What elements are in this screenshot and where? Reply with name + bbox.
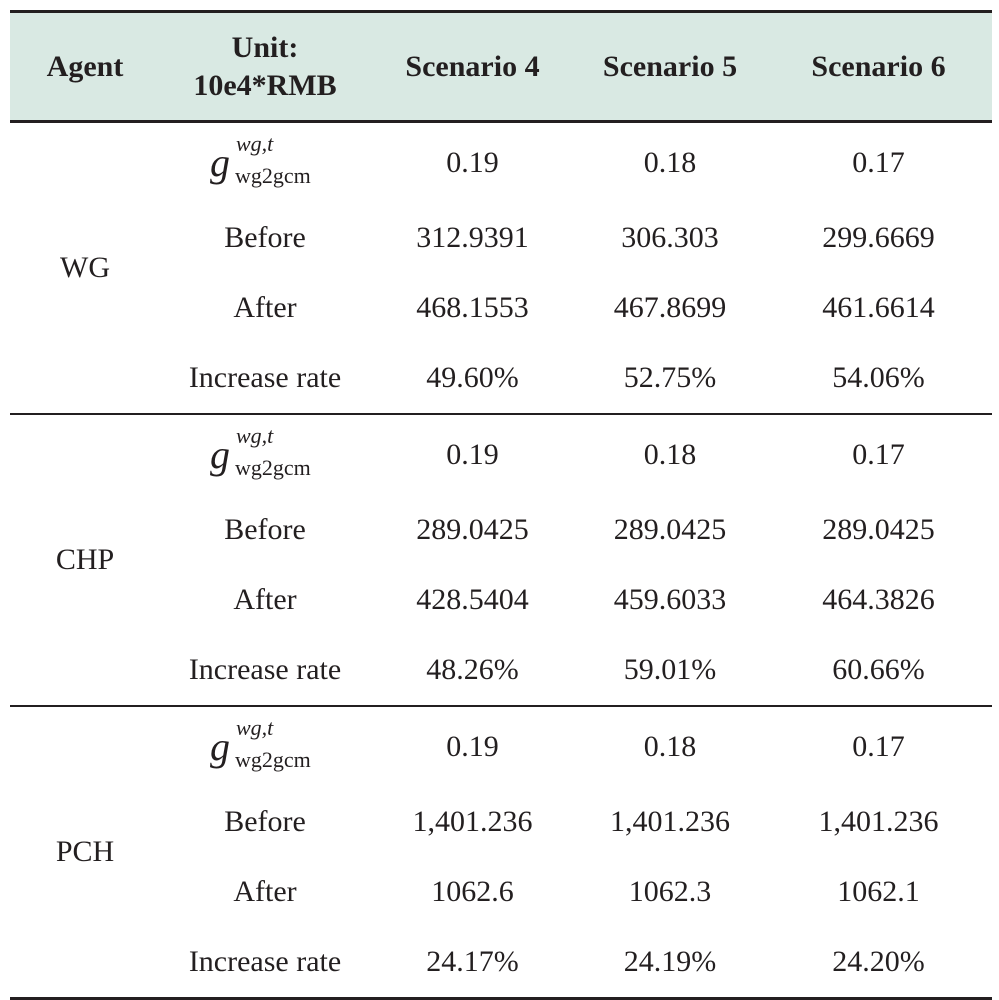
- header-scenario-5: Scenario 5: [602, 49, 738, 83]
- table-row: Before 312.9391 306.303 299.6669: [160, 203, 992, 273]
- cell-scenario-6: 0.17: [852, 146, 905, 179]
- row-label: Before: [224, 221, 306, 254]
- symbol-g-wg2gcm: g wg,t wg2gcm: [210, 131, 311, 188]
- cell-scenario-4: 1,401.236: [412, 805, 533, 838]
- cell-scenario-5: 59.01%: [623, 653, 717, 686]
- cell-scenario-6: 1,401.236: [818, 805, 939, 838]
- cell-scenario-4: 468.1553: [416, 291, 529, 324]
- group-chp: CHP g wg,t wg2gcm 0.19 0.18 0.17 Before …: [10, 415, 992, 707]
- group-wg: WG g wg,t wg2gcm 0.19 0.18 0.17 Before 3…: [10, 123, 992, 415]
- cell-scenario-4: 0.19: [446, 438, 499, 471]
- row-label-symbol: g wg,t wg2gcm: [160, 131, 370, 193]
- cell-scenario-5: 1062.3: [628, 875, 712, 908]
- row-label: Increase rate: [188, 361, 342, 394]
- table-row: Increase rate 49.60% 52.75% 54.06%: [160, 343, 992, 413]
- cell-scenario-6: 461.6614: [822, 291, 935, 324]
- row-label: After: [233, 583, 297, 616]
- cell-scenario-6: 289.0425: [822, 513, 935, 546]
- table-row: Increase rate 24.17% 24.19% 24.20%: [160, 927, 992, 997]
- cell-scenario-5: 467.8699: [613, 291, 727, 324]
- table-row: Before 289.0425 289.0425 289.0425: [160, 495, 992, 565]
- header-unit-line1: Unit:: [231, 30, 299, 64]
- symbol-g-wg2gcm: g wg,t wg2gcm: [210, 423, 311, 480]
- row-label-symbol: g wg,t wg2gcm: [160, 715, 370, 777]
- cell-scenario-4: 49.60%: [426, 361, 519, 394]
- table-row: g wg,t wg2gcm 0.19 0.18 0.17: [160, 707, 992, 787]
- row-label: Increase rate: [188, 945, 342, 978]
- agent-label: CHP: [55, 543, 115, 576]
- cell-scenario-5: 289.0425: [613, 513, 727, 546]
- cell-scenario-4: 428.5404: [416, 583, 529, 616]
- cell-scenario-4: 0.19: [446, 146, 499, 179]
- cell-scenario-5: 1,401.236: [610, 805, 730, 838]
- cell-scenario-5: 306.303: [621, 221, 719, 254]
- table-row: Increase rate 48.26% 59.01% 60.66%: [160, 635, 992, 705]
- cell-scenario-5: 459.6033: [613, 583, 727, 616]
- header-scenario-4: Scenario 4: [405, 49, 540, 83]
- row-label: After: [233, 291, 297, 324]
- table-row: After 468.1553 467.8699 461.6614: [160, 273, 992, 343]
- row-label: After: [233, 875, 297, 908]
- agent-label: PCH: [55, 835, 115, 868]
- table-row: Before 1,401.236 1,401.236 1,401.236: [160, 787, 992, 857]
- row-label: Before: [224, 805, 306, 838]
- row-label-symbol: g wg,t wg2gcm: [160, 423, 370, 485]
- cell-scenario-6: 0.17: [852, 438, 905, 471]
- cell-scenario-6: 60.66%: [832, 653, 925, 686]
- cell-scenario-4: 1062.6: [431, 875, 514, 908]
- header-agent: Agent: [46, 49, 124, 83]
- cell-scenario-6: 299.6669: [822, 221, 935, 254]
- cell-scenario-6: 54.06%: [832, 361, 925, 394]
- cell-scenario-6: 1062.1: [837, 875, 920, 908]
- table-row: After 428.5404 459.6033 464.3826: [160, 565, 992, 635]
- cell-scenario-5: 0.18: [643, 146, 697, 179]
- cell-scenario-4: 48.26%: [426, 653, 519, 686]
- cell-scenario-5: 0.18: [643, 730, 697, 763]
- cell-scenario-4: 0.19: [446, 730, 499, 763]
- table-row: After 1062.6 1062.3 1062.1: [160, 857, 992, 927]
- cell-scenario-5: 0.18: [643, 438, 697, 471]
- header-scenario-6: Scenario 6: [811, 49, 946, 83]
- table-row: g wg,t wg2gcm 0.19 0.18 0.17: [160, 123, 992, 203]
- cell-scenario-5: 52.75%: [623, 361, 717, 394]
- symbol-g-wg2gcm: g wg,t wg2gcm: [210, 715, 311, 772]
- cell-scenario-4: 289.0425: [416, 513, 529, 546]
- cell-scenario-4: 24.17%: [426, 945, 519, 978]
- row-label: Before: [224, 513, 306, 546]
- cell-scenario-6: 24.20%: [832, 945, 925, 978]
- table-header: Agent Unit: 10e4*RMB Scenario 4 Scenario…: [10, 10, 992, 123]
- table-row: g wg,t wg2gcm 0.19 0.18 0.17: [160, 415, 992, 495]
- agent-label: WG: [60, 251, 110, 284]
- cell-scenario-5: 24.19%: [623, 945, 717, 978]
- header-unit-line2: 10e4*RMB: [193, 68, 337, 102]
- group-pch: PCH g wg,t wg2gcm 0.19 0.18 0.17 Before …: [10, 707, 992, 1000]
- header-unit: Unit: 10e4*RMB: [160, 29, 370, 105]
- cell-scenario-6: 0.17: [852, 730, 905, 763]
- cell-scenario-6: 464.3826: [822, 583, 935, 616]
- data-table: Agent Unit: 10e4*RMB Scenario 4 Scenario…: [10, 10, 992, 1000]
- row-label: Increase rate: [188, 653, 342, 686]
- cell-scenario-4: 312.9391: [416, 221, 529, 254]
